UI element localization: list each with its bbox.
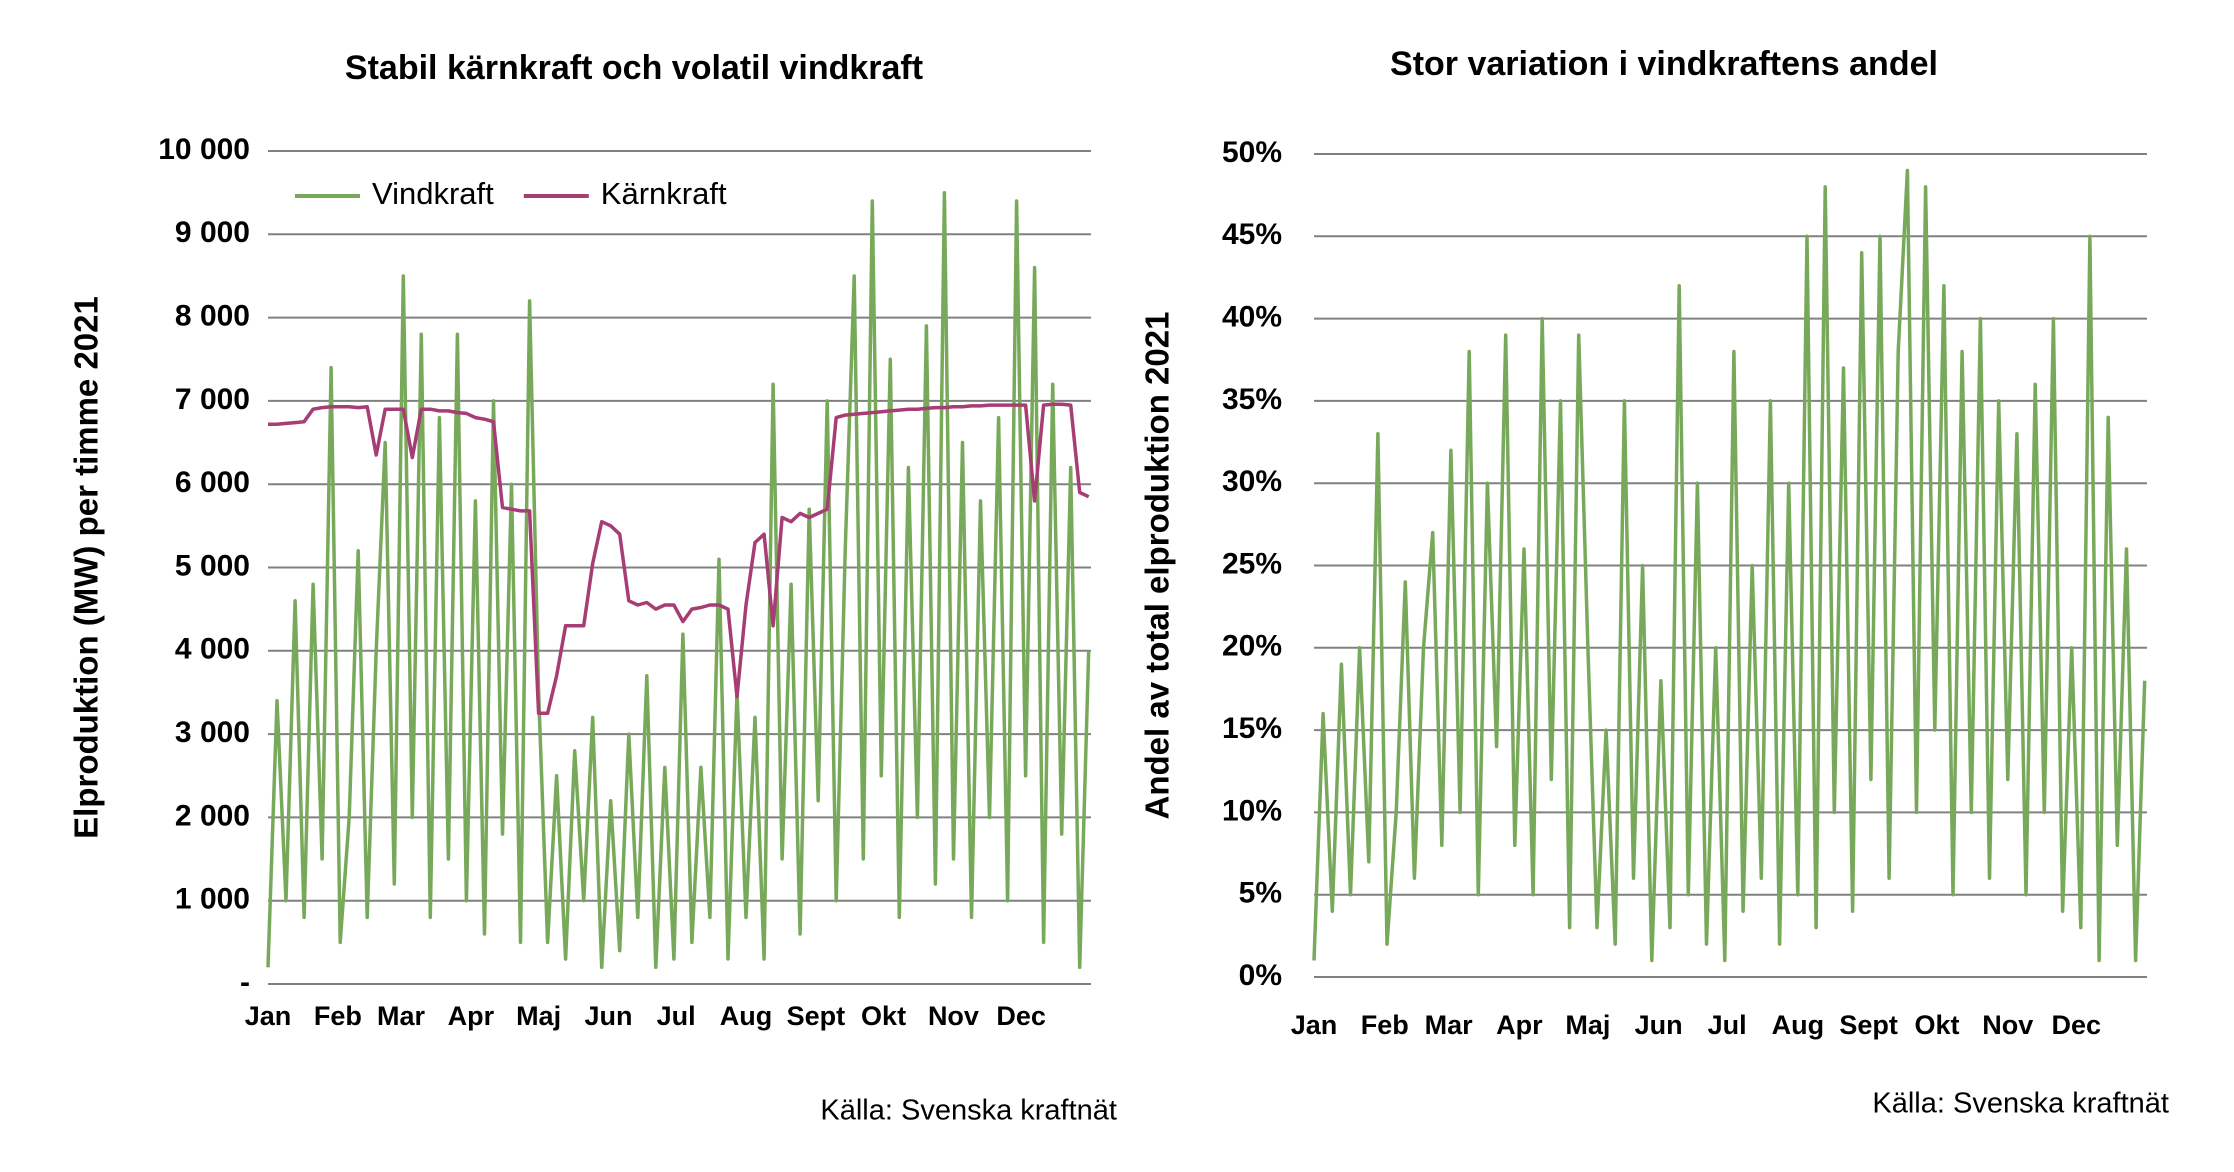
y-tick-label: 50% <box>1222 136 1282 169</box>
y-tick-label: 25% <box>1222 547 1282 580</box>
y-tick-label: - <box>240 966 250 999</box>
y-axis-label: Andel av total elproduktion 2021 <box>1139 312 1176 820</box>
y-axis-label: Elproduktion (MW) per timme 2021 <box>68 296 105 839</box>
x-tick-label: Sept <box>787 1001 846 1031</box>
x-tick-label: Dec <box>2051 1010 2101 1040</box>
source-note: Källa: Svenska kraftnät <box>820 1095 1117 1127</box>
x-tick-label: Jan <box>1291 1010 1338 1040</box>
y-tick-label: 10% <box>1222 794 1282 827</box>
y-tick-label: 30% <box>1222 465 1282 498</box>
x-tick-label: Jun <box>584 1001 632 1031</box>
y-tick-label: 3 000 <box>175 716 250 749</box>
y-tick-label: 7 000 <box>175 383 250 416</box>
y-tick-label: 9 000 <box>175 216 250 249</box>
y-tick-label: 8 000 <box>175 300 250 333</box>
x-tick-label: Apr <box>448 1001 495 1031</box>
source-note: Källa: Svenska kraftnät <box>1872 1088 2169 1120</box>
y-tick-label: 45% <box>1222 218 1282 251</box>
x-tick-label: Okt <box>1915 1010 1960 1040</box>
y-tick-label: 35% <box>1222 383 1282 416</box>
series-line <box>268 402 1090 716</box>
x-tick-label: Maj <box>1565 1010 1610 1040</box>
chart-title: Stabil kärnkraft och volatil vindkraft <box>345 49 923 87</box>
x-tick-label: Aug <box>1772 1010 1824 1040</box>
series-line <box>1312 168 2147 963</box>
x-tick-label: Sept <box>1839 1010 1898 1040</box>
x-tick-label: Feb <box>314 1001 362 1031</box>
x-tick-label: Mar <box>377 1001 426 1031</box>
y-tick-label: 5 000 <box>175 549 250 582</box>
y-tick-label: 4 000 <box>175 633 250 666</box>
y-tick-label: 40% <box>1222 301 1282 334</box>
chart-title: Stor variation i vindkraftens andel <box>1390 45 1938 83</box>
y-tick-label: 10 000 <box>158 133 250 166</box>
x-tick-label: Nov <box>1982 1010 2033 1040</box>
x-tick-label: Okt <box>861 1001 906 1031</box>
y-tick-label: 1 000 <box>175 883 250 916</box>
y-tick-label: 6 000 <box>175 466 250 499</box>
x-tick-label: Apr <box>1496 1010 1543 1040</box>
y-tick-label: 2 000 <box>175 799 250 832</box>
x-tick-label: Jan <box>245 1001 292 1031</box>
y-tick-label: 5% <box>1239 877 1282 910</box>
y-tick-label: 0% <box>1239 959 1282 992</box>
x-tick-label: Mar <box>1425 1010 1474 1040</box>
legend-label: Vindkraft <box>372 176 494 211</box>
y-tick-label: 15% <box>1222 712 1282 745</box>
x-tick-label: Feb <box>1361 1010 1409 1040</box>
y-tick-label: 20% <box>1222 630 1282 663</box>
x-tick-label: Nov <box>928 1001 979 1031</box>
x-tick-label: Maj <box>516 1001 561 1031</box>
x-tick-label: Jul <box>657 1001 696 1031</box>
x-tick-label: Aug <box>720 1001 772 1031</box>
x-tick-label: Dec <box>996 1001 1046 1031</box>
x-tick-label: Jun <box>1635 1010 1683 1040</box>
series-line <box>266 190 1091 970</box>
legend-label: Kärnkraft <box>601 176 727 211</box>
x-tick-label: Jul <box>1708 1010 1747 1040</box>
